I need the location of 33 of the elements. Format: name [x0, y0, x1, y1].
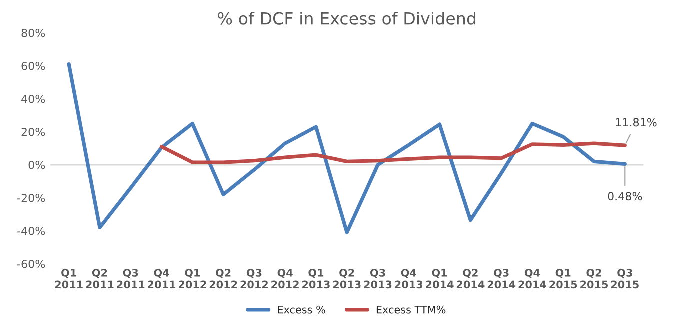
y-tick-label: 60% — [22, 62, 46, 70]
y-tick-label: 40% — [22, 94, 46, 104]
y-tick-label: 0% — [28, 160, 46, 170]
x-tick-label: Q1 2014 — [426, 269, 454, 289]
x-tick-label: Q3 2013 — [364, 269, 392, 289]
line-series — [160, 142, 627, 164]
y-tick-label: 80% — [22, 28, 46, 38]
legend-label: Excess % — [278, 306, 326, 314]
x-tick-label: Q4 2014 — [518, 269, 546, 289]
annotation: 11.81% — [616, 118, 657, 127]
y-tick-label: -20% — [18, 194, 46, 202]
x-tick-label: Q1 2012 — [178, 269, 206, 289]
y-tick-label: -60% — [18, 260, 46, 268]
x-tick-label: Q4 2011 — [148, 269, 176, 289]
x-tick-label: Q3 2011 — [117, 269, 145, 289]
x-tick-label: Q4 2013 — [395, 269, 423, 289]
x-tick-label: Q2 2012 — [210, 269, 238, 289]
y-tick-label: -40% — [18, 226, 46, 236]
x-tick-label: Q4 2012 — [272, 269, 299, 289]
legend-label: Excess TTM% — [376, 306, 446, 314]
x-tick-label: Q2 2013 — [333, 269, 361, 289]
x-tick-label: Q2 2014 — [457, 269, 485, 289]
x-tick-label: Q2 2011 — [86, 269, 114, 289]
y-tick-label: 20% — [22, 128, 46, 136]
x-tick-label: Q2 2015 — [580, 269, 608, 289]
chart-title: % of DCF in Excess of Dividend — [218, 12, 476, 25]
x-tick-label: Q1 2015 — [550, 269, 578, 289]
x-tick-label: Q1 2011 — [55, 269, 83, 289]
annotation: 0.48% — [608, 192, 642, 201]
x-tick-label: Q1 2013 — [302, 269, 330, 289]
x-tick-label: Q3 2015 — [611, 269, 639, 289]
x-tick-label: Q3 2012 — [240, 269, 268, 289]
x-tick-label: Q3 2014 — [488, 269, 516, 289]
